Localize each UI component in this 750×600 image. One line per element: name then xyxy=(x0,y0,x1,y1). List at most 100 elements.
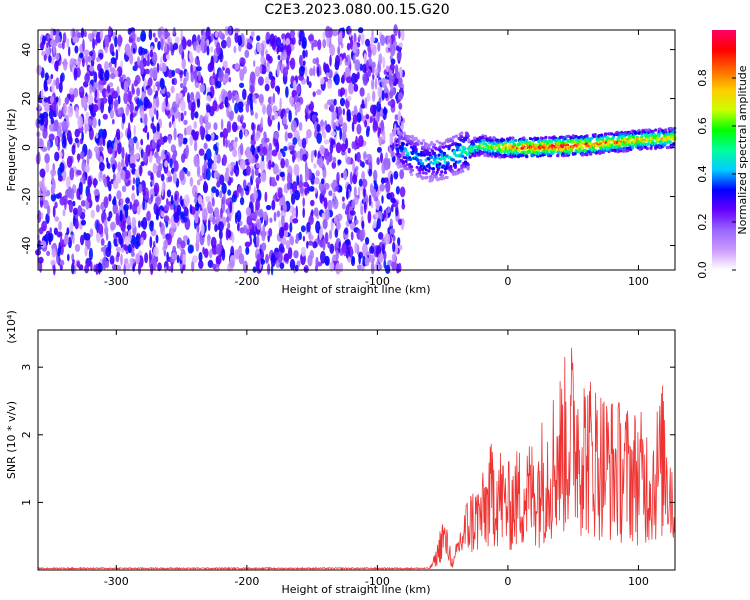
noise-cell xyxy=(183,235,188,242)
signal-cell xyxy=(538,154,543,158)
x-tick-label: 100 xyxy=(628,575,649,588)
noise-cell xyxy=(265,204,272,211)
noise-cell xyxy=(66,227,70,236)
noise-cell xyxy=(50,259,56,266)
noise-cell xyxy=(99,29,103,41)
noise-cell xyxy=(347,95,352,102)
noise-cell xyxy=(77,205,83,217)
noise-cell xyxy=(239,220,243,226)
noise-cell xyxy=(348,83,354,95)
noise-cell xyxy=(155,196,161,206)
noise-cell xyxy=(86,154,90,166)
noise-cell xyxy=(103,196,109,209)
signal-cell xyxy=(404,159,408,164)
noise-cell xyxy=(149,220,154,232)
noise-cell xyxy=(351,72,357,85)
noise-cell xyxy=(117,161,122,173)
noise-cell xyxy=(159,78,165,90)
noise-cell xyxy=(57,192,62,199)
noise-cell xyxy=(287,247,293,260)
noise-cell xyxy=(278,243,285,254)
signal-cell xyxy=(463,156,468,160)
noise-cell xyxy=(239,142,244,156)
snr-x-label: Height of straight line (km) xyxy=(281,583,430,596)
noise-cell xyxy=(283,222,289,232)
noise-cell xyxy=(156,109,159,121)
noise-cell xyxy=(55,96,59,103)
noise-cell xyxy=(147,87,153,96)
noise-cell xyxy=(113,196,117,206)
noise-cell xyxy=(322,238,326,251)
noise-cell xyxy=(215,189,220,198)
noise-cell xyxy=(292,137,298,145)
noise-cell xyxy=(198,251,203,262)
signal-cell xyxy=(626,148,630,153)
signal-cell xyxy=(657,134,661,138)
noise-cell xyxy=(41,50,46,56)
signal-cell xyxy=(443,170,447,174)
noise-cell xyxy=(268,227,273,237)
noise-cell xyxy=(248,231,252,239)
noise-cell xyxy=(323,197,328,210)
noise-cell xyxy=(186,171,191,177)
noise-cell xyxy=(162,63,167,73)
noise-cell xyxy=(146,131,150,141)
noise-cell xyxy=(389,90,394,99)
noise-cell xyxy=(385,65,390,72)
noise-cell xyxy=(341,202,346,210)
noise-cell xyxy=(83,30,87,38)
noise-cell xyxy=(99,161,105,172)
noise-cell xyxy=(327,241,331,249)
noise-cell xyxy=(218,103,224,110)
noise-cell xyxy=(173,149,178,158)
noise-cell xyxy=(367,210,372,224)
noise-cell xyxy=(58,109,62,118)
noise-cell xyxy=(284,158,289,168)
snr-panel: -300 -200 -100 0 100 1 2 3 Height of straight … xyxy=(5,310,676,596)
noise-cell xyxy=(54,216,60,222)
noise-cell xyxy=(359,87,365,97)
noise-cell xyxy=(308,240,314,246)
noise-cell xyxy=(50,169,57,177)
noise-cell xyxy=(342,52,347,59)
signal-cell xyxy=(438,141,442,145)
noise-cell xyxy=(384,233,391,245)
noise-cell xyxy=(200,29,204,36)
noise-cell xyxy=(116,128,121,138)
noise-cell xyxy=(356,151,361,163)
signal-cell xyxy=(460,131,464,135)
noise-cell xyxy=(319,144,325,155)
noise-cell xyxy=(397,110,402,124)
noise-cell xyxy=(129,163,136,169)
noise-cell xyxy=(267,263,271,276)
noise-cell xyxy=(149,188,155,200)
noise-cell xyxy=(68,200,73,213)
noise-cell xyxy=(333,73,340,86)
noise-cell xyxy=(63,102,67,116)
noise-cell xyxy=(180,211,185,220)
noise-cell xyxy=(313,207,319,217)
noise-cell xyxy=(49,95,55,104)
noise-cell xyxy=(291,207,297,218)
noise-cell xyxy=(335,54,340,67)
noise-cell xyxy=(308,81,312,89)
signal-cell xyxy=(396,147,400,151)
noise-cell xyxy=(368,194,372,207)
noise-cell xyxy=(335,142,342,154)
noise-cell xyxy=(302,153,308,162)
noise-cell xyxy=(352,174,358,185)
noise-cell xyxy=(190,71,195,83)
noise-cell xyxy=(338,115,344,126)
noise-cell xyxy=(133,124,136,137)
noise-cell xyxy=(258,143,264,157)
noise-cell xyxy=(374,78,378,90)
signal-cell xyxy=(454,134,458,138)
noise-cell xyxy=(358,34,362,40)
noise-cell xyxy=(178,133,184,146)
noise-cell xyxy=(244,49,250,59)
noise-cell xyxy=(253,60,256,68)
noise-cell xyxy=(131,185,135,191)
noise-cell xyxy=(84,73,90,84)
noise-cell xyxy=(352,256,355,263)
